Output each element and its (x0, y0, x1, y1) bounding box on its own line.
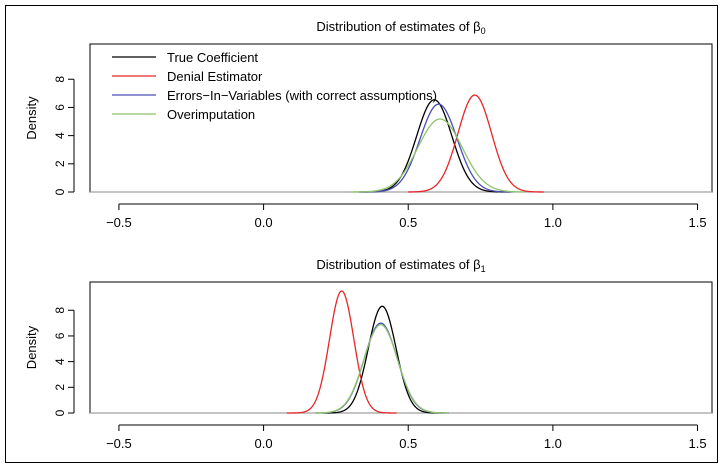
legend: True Coefficient Denial Estimator Errors−I… (112, 50, 437, 122)
x-tick-label: 1.0 (544, 436, 562, 451)
x-tick-label: 0.0 (255, 215, 273, 230)
legend-label-0: True Coefficient (167, 50, 258, 65)
x-tick-label: −0.5 (106, 436, 132, 451)
density-curve-3 (315, 324, 449, 414)
x-tick-label: 0.5 (399, 215, 417, 230)
chart-title: Distribution of estimates of β1 (316, 257, 485, 274)
y-tick-label: 2 (53, 160, 67, 167)
y-tick-label: 8 (53, 307, 67, 314)
y-tick-label: 6 (53, 332, 67, 339)
x-tick-label: 0.0 (255, 436, 273, 451)
y-tick-label: 4 (53, 132, 67, 139)
chart-title: Distribution of estimates of β0 (316, 19, 485, 36)
y-axis-label: Density (24, 325, 39, 369)
legend-label-1: Denial Estimator (167, 69, 263, 84)
density-curve-0 (359, 99, 510, 193)
y-tick-label: 0 (53, 409, 67, 416)
density-curve-1 (286, 290, 397, 414)
density-curve-3 (350, 118, 524, 193)
legend-label-2: Errors−In−Variables (with correct assump… (167, 88, 437, 103)
plot-area-frame (89, 281, 713, 414)
x-tick-label: 1.0 (544, 215, 562, 230)
y-tick-label: 4 (53, 358, 67, 365)
x-tick-label: 1.5 (688, 215, 706, 230)
y-tick-label: 2 (53, 384, 67, 391)
density-curve-2 (359, 103, 513, 193)
density-curve-2 (315, 322, 449, 414)
y-tick-label: 0 (53, 188, 67, 195)
chart-panel-0: Distribution of estimates of β0 0 2 4 6 8 Dens… (24, 19, 713, 230)
x-tick-label: −0.5 (106, 215, 132, 230)
y-tick-label: 6 (53, 104, 67, 111)
x-tick-label: 0.5 (399, 436, 417, 451)
chart-panel-1: Distribution of estimates of β1 0 2 4 6 8 Dens… (24, 257, 713, 451)
density-curve-0 (321, 305, 443, 414)
legend-label-3: Overimputation (167, 107, 255, 122)
figure-border (5, 5, 718, 463)
x-tick-label: 1.5 (688, 436, 706, 451)
density-curve-1 (408, 94, 545, 193)
y-tick-label: 8 (53, 76, 67, 83)
y-axis-label: Density (24, 96, 39, 140)
